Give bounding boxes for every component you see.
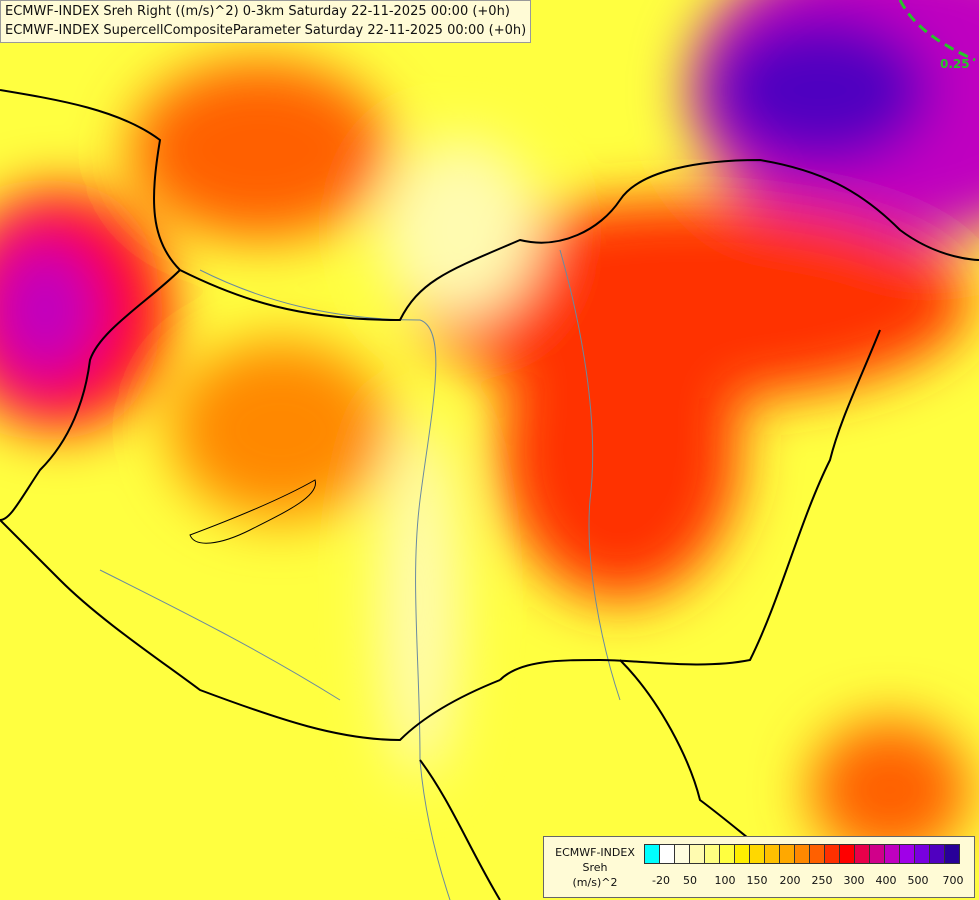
river-tisza (559, 249, 621, 701)
legend-swatch (794, 844, 810, 864)
legend-swatch (719, 844, 735, 864)
legend-swatch (929, 844, 945, 864)
legend-variable: Sreh (582, 861, 608, 874)
legend: ECMWF-INDEX Sreh (m/s)^2 -20 50 100 150 200 2… (543, 836, 975, 898)
legend-tick: 100 (714, 874, 736, 887)
field-blob (0, 240, 100, 380)
legend-swatch (839, 844, 855, 864)
legend-ticks: -20 50 100 150 200 250 300 400 500 700 (645, 874, 975, 890)
legend-swatch (899, 844, 915, 864)
legend-tick: 500 (907, 874, 929, 887)
border-west (0, 269, 181, 521)
title-line-1: ECMWF-INDEX Sreh Right ((m/s)^2) 0-3km S… (5, 4, 510, 19)
legend-swatch (809, 844, 825, 864)
legend-swatch (644, 844, 660, 864)
field-blob (380, 140, 540, 320)
legend-tick: 700 (942, 874, 964, 887)
field-blob (130, 60, 390, 240)
legend-tick: 400 (875, 874, 897, 887)
legend-swatch (854, 844, 870, 864)
field-blob (710, 15, 930, 165)
scp-contour (898, 0, 976, 62)
border-north (0, 89, 979, 322)
legend-label: ECMWF-INDEX Sreh (m/s)^2 (550, 845, 640, 890)
border-east (499, 329, 881, 681)
legend-swatch (704, 844, 720, 864)
legend-source: ECMWF-INDEX (555, 846, 635, 859)
legend-tick: 50 (683, 874, 697, 887)
legend-swatch (869, 844, 885, 864)
legend-colorbar (644, 844, 960, 864)
legend-swatch (674, 844, 690, 864)
field-blob (380, 420, 460, 780)
border-south-2 (419, 759, 501, 900)
legend-swatch (749, 844, 765, 864)
legend-tick: 300 (843, 874, 865, 887)
legend-tick: 250 (811, 874, 833, 887)
river-drava (99, 569, 341, 701)
legend-swatch (659, 844, 675, 864)
legend-swatch (689, 844, 705, 864)
legend-swatch (824, 844, 840, 864)
field-blob (500, 300, 740, 600)
legend-swatch (764, 844, 780, 864)
border-south (0, 519, 501, 742)
legend-tick: 200 (779, 874, 801, 887)
legend-swatch (734, 844, 750, 864)
legend-swatch (914, 844, 930, 864)
legend-swatch (779, 844, 795, 864)
field-blob (810, 720, 970, 860)
legend-swatch (944, 844, 960, 864)
contour-label: 0.25 (940, 57, 970, 71)
legend-tick: -20 (652, 874, 670, 887)
lake-balaton (189, 479, 316, 544)
title-line-2: ECMWF-INDEX SupercellCompositeParameter … (5, 23, 527, 38)
sreh-shading (0, 0, 979, 860)
title-box: ECMWF-INDEX Sreh Right ((m/s)^2) 0-3km S… (0, 0, 532, 43)
rivers (99, 249, 621, 900)
legend-tick: 150 (746, 874, 768, 887)
legend-swatch (884, 844, 900, 864)
river-danube (199, 269, 451, 900)
legend-unit: (m/s)^2 (572, 876, 618, 889)
field-blob (170, 340, 390, 520)
